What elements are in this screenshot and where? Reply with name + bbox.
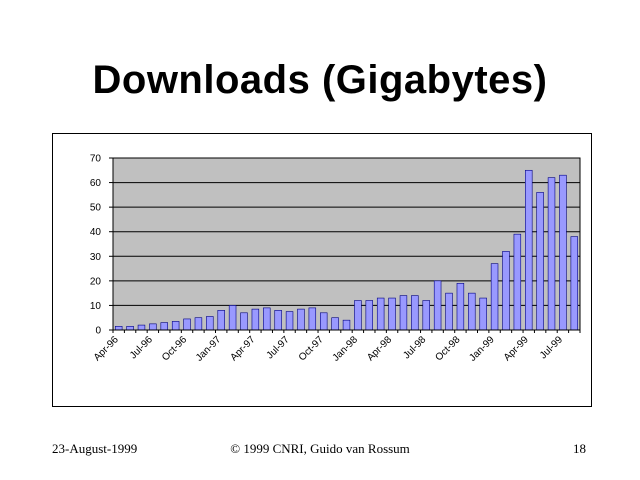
x-tick-label: Oct-98	[434, 334, 463, 363]
x-tick-label: Jul-97	[265, 334, 292, 361]
bar-Sep-98	[445, 292, 453, 331]
bar-Jan-99	[490, 263, 499, 331]
page-number: 18	[573, 441, 586, 456]
bar-Jul-99	[559, 174, 567, 331]
slide-title: Downloads (Gigabytes)	[92, 58, 548, 102]
bar-Apr-97	[251, 308, 260, 331]
bar-Jul-97	[285, 311, 294, 331]
bar-Oct-96	[183, 318, 191, 331]
bar-Jun-97	[274, 310, 282, 331]
bar-Nov-97	[331, 317, 339, 331]
bar-Jan-97	[217, 310, 225, 331]
bar-Jul-96	[149, 323, 157, 331]
plot-area	[112, 157, 581, 331]
bar-May-97	[263, 307, 271, 331]
bar-Jun-98	[411, 295, 419, 331]
footer-copyright: © 1999 CNRI, Guido van Rossum	[230, 441, 410, 456]
x-tick-label: Apr-97	[228, 334, 257, 363]
bar-Mar-97	[240, 312, 248, 331]
x-tick-label: Jul-96	[128, 334, 155, 361]
x-tick-label: Oct-96	[160, 334, 189, 363]
bar-Apr-96	[114, 326, 123, 331]
bar-May-96	[126, 326, 134, 331]
y-tick-label: 70	[90, 154, 102, 165]
bar-Nov-96	[194, 317, 203, 331]
bar-Oct-97	[320, 312, 328, 331]
bar-Mar-98	[376, 297, 385, 331]
bar-Sep-96	[171, 321, 180, 331]
bar-May-98	[399, 295, 408, 331]
bar-Aug-97	[297, 308, 305, 331]
x-tick-label: Apr-98	[365, 334, 394, 363]
bar-May-99	[536, 192, 544, 331]
y-tick-label: 50	[90, 203, 102, 214]
bar-Feb-97	[228, 305, 237, 331]
bar-Apr-99	[525, 169, 533, 331]
y-tick-label: 10	[90, 301, 102, 312]
x-tick-label: Jan-98	[331, 334, 361, 364]
x-tick-label: Jan-97	[194, 334, 224, 364]
y-tick-label: 30	[90, 252, 102, 263]
bar-Oct-98	[456, 283, 465, 331]
x-tick-label: Jul-99	[538, 334, 565, 361]
bar-Jan-98	[354, 300, 362, 331]
y-tick-label: 20	[90, 276, 102, 287]
bar-Jun-96	[137, 324, 146, 331]
bar-Jul-98	[422, 300, 430, 331]
x-tick-label: Oct-97	[297, 334, 326, 363]
y-tick-label: 60	[90, 178, 102, 189]
bar-Jun-99	[547, 177, 556, 331]
bar-Dec-98	[479, 297, 487, 331]
y-tick-label: 0	[95, 326, 101, 337]
bar-Dec-97	[342, 319, 351, 331]
bar-Feb-99	[502, 251, 510, 331]
bar-Nov-98	[468, 292, 476, 331]
x-tick-label: Apr-99	[502, 334, 531, 363]
bar-Mar-99	[513, 233, 522, 331]
bar-Aug-99	[570, 236, 579, 331]
bar-Dec-96	[206, 316, 214, 331]
chart-frame: 0 10 20 30 40 50 60 70 Apr-96 Jul-96 Oct-96 Jan-97 A…	[52, 133, 592, 407]
x-tick-label: Jan-99	[467, 334, 497, 364]
x-tick-label: Apr-96	[92, 334, 121, 363]
bar-Sep-97	[308, 307, 317, 331]
y-tick-label: 40	[90, 227, 102, 238]
bar-Aug-98	[433, 280, 442, 331]
bar-Aug-96	[160, 322, 168, 331]
bar-Feb-98	[365, 300, 373, 331]
x-tick-label: Jul-98	[401, 334, 428, 361]
bar-Apr-98	[388, 297, 396, 331]
footer-date: 23-August-1999	[52, 441, 138, 456]
